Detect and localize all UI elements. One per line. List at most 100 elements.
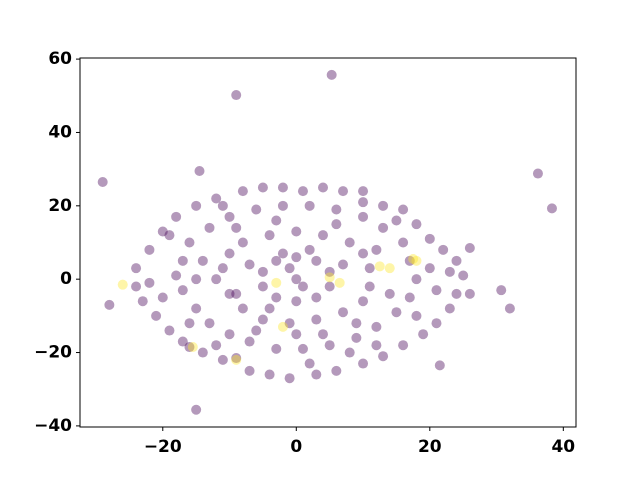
scatter-point	[157, 226, 168, 237]
scatter-point	[291, 226, 302, 237]
scatter-point	[304, 358, 315, 369]
scatter-point	[187, 342, 198, 353]
scatter-point	[171, 270, 182, 281]
scatter-point	[277, 321, 288, 332]
scatter-point	[231, 353, 242, 364]
scatter-point	[164, 325, 175, 336]
scatter-point	[257, 314, 268, 325]
scatter-point	[344, 347, 355, 358]
scatter-point	[164, 230, 175, 241]
scatter-point	[271, 277, 282, 288]
scatter-point	[434, 360, 445, 371]
scatter-point	[231, 222, 242, 233]
scatter-point	[97, 176, 108, 187]
scatter-point	[217, 200, 228, 211]
scatter-point	[237, 186, 248, 197]
scatter-point	[211, 340, 222, 351]
scatter-point	[532, 168, 543, 179]
scatter-point	[297, 186, 308, 197]
scatter-point	[311, 369, 322, 380]
scatter-point	[391, 215, 402, 226]
scatter-point	[157, 292, 168, 303]
scatter-point	[264, 230, 275, 241]
scatter-point	[424, 233, 435, 244]
scatter-point	[438, 244, 449, 255]
scatter-point	[317, 230, 328, 241]
scatter-point	[284, 318, 295, 329]
scatter-point	[411, 219, 422, 230]
scatter-point	[338, 259, 349, 270]
y-tick-label: 0	[60, 269, 72, 289]
scatter-point	[244, 365, 255, 376]
scatter-point	[304, 200, 315, 211]
scatter-point	[151, 310, 162, 321]
scatter-point	[418, 329, 429, 340]
scatter-point	[191, 200, 202, 211]
scatter-point	[496, 285, 507, 296]
scatter-point	[398, 237, 409, 248]
scatter-point	[344, 237, 355, 248]
scatter-point	[144, 244, 155, 255]
x-tick-label: 40	[551, 437, 575, 457]
scatter-point	[391, 307, 402, 318]
scatter-point	[131, 281, 142, 292]
scatter-point	[217, 263, 228, 274]
scatter-point	[231, 90, 242, 101]
y-tick-label: 40	[48, 122, 72, 142]
scatter-point	[458, 270, 469, 281]
scatter-point	[257, 281, 268, 292]
scatter-point	[378, 351, 389, 362]
scatter-point	[171, 211, 182, 222]
scatter-point	[264, 369, 275, 380]
scatter-point	[271, 215, 282, 226]
scatter-point	[371, 244, 382, 255]
x-tick-label: 0	[290, 437, 302, 457]
scatter-point	[324, 340, 335, 351]
scatter-point	[358, 296, 369, 307]
scatter-point	[311, 292, 322, 303]
scatter-point	[197, 347, 208, 358]
scatter-point	[374, 261, 385, 272]
scatter-point	[224, 211, 235, 222]
scatter-point	[324, 281, 335, 292]
scatter-point	[237, 237, 248, 248]
scatter-point	[131, 263, 142, 274]
scatter-point	[464, 288, 475, 299]
scatter-point	[177, 255, 188, 266]
scatter-point	[117, 279, 128, 290]
scatter-point	[137, 296, 148, 307]
scatter-point	[224, 248, 235, 259]
scatter-point	[546, 203, 557, 214]
y-tick-label: −20	[34, 343, 72, 363]
scatter-point	[331, 365, 342, 376]
scatter-point	[204, 222, 215, 233]
scatter-point	[408, 254, 419, 265]
scatter-point	[217, 354, 228, 365]
scatter-point	[231, 288, 242, 299]
scatter-point	[177, 336, 188, 347]
scatter-point	[398, 204, 409, 215]
scatter-point	[311, 255, 322, 266]
y-tick-label: 60	[48, 49, 72, 69]
scatter-point	[411, 274, 422, 285]
scatter-point	[358, 358, 369, 369]
scatter-point	[371, 340, 382, 351]
scatter-point	[211, 193, 222, 204]
scatter-point	[351, 318, 362, 329]
scatter-point	[191, 404, 202, 415]
scatter-point	[271, 255, 282, 266]
y-tick-label: 20	[48, 196, 72, 216]
scatter-point	[317, 329, 328, 340]
scatter-point	[358, 211, 369, 222]
scatter-point	[184, 237, 195, 248]
scatter-point	[291, 296, 302, 307]
scatter-point	[104, 299, 115, 310]
scatter-point	[504, 303, 515, 314]
scatter-point	[358, 197, 369, 208]
plot-frame	[79, 57, 577, 428]
scatter-point	[144, 277, 155, 288]
scatter-point	[338, 307, 349, 318]
scatter-point	[277, 200, 288, 211]
scatter-point	[431, 285, 442, 296]
